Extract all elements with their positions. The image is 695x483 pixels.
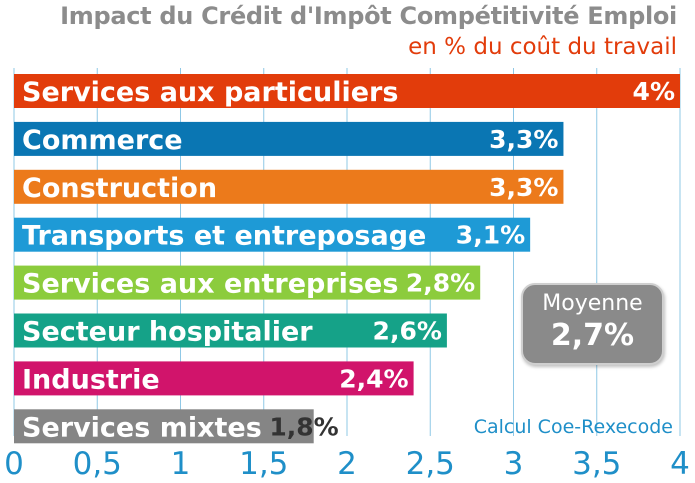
bar (14, 313, 447, 348)
bar-value-label: 1,8% (269, 412, 338, 441)
bar (14, 169, 564, 204)
bar (14, 74, 680, 108)
bar-category-label: Services aux particuliers (22, 77, 398, 108)
bar-value-label: 2,4% (339, 364, 408, 393)
bar-category-label: Industrie (22, 364, 160, 395)
bar-value-label: 4% (633, 77, 675, 106)
x-tick-label: 2 (337, 446, 357, 482)
bar-value-label: 3,1% (456, 221, 525, 250)
bar-category-label: Commerce (22, 125, 183, 156)
bar (14, 361, 414, 396)
x-tick-label: 3 (504, 446, 524, 482)
bar-category-label: Transports et entreposage (22, 221, 426, 252)
bar-category-label: Services mixtes (22, 412, 262, 443)
x-tick-label: 3,5 (572, 446, 621, 482)
bar-value-label: 2,6% (373, 317, 442, 346)
x-tick-label: 0,5 (73, 446, 122, 482)
x-tick-label: 2,5 (406, 446, 455, 482)
bar-category-label: Secteur hospitalier (22, 317, 313, 348)
bars: Services aux particuliers 4% Commerce 3,3% C… (14, 74, 680, 444)
average-value: 2,7% (550, 318, 635, 353)
bar-category-label: Services aux entreprises (22, 269, 398, 300)
x-tick-label: 4 (670, 446, 690, 482)
bar (14, 409, 314, 444)
bar (14, 265, 481, 300)
x-tick-label: 1 (171, 446, 191, 482)
source-credit: Calcul Coe-Rexecode (473, 416, 673, 438)
x-axis-ticks: 0 0,5 1 1,5 2 2,5 3 3,5 4 (4, 446, 690, 482)
bar-value-label: 3,3% (489, 125, 558, 154)
bar (14, 121, 564, 156)
x-tick-label: 1,5 (239, 446, 288, 482)
average-box: Moyenne 2,7% (521, 283, 664, 365)
bar (14, 217, 531, 252)
bar-value-label: 3,3% (489, 173, 558, 202)
chart-subtitle: en % du coût du travail (408, 34, 677, 60)
average-label: Moyenne (542, 291, 643, 316)
x-tick-label: 0 (4, 446, 24, 482)
chart-title: Impact du Crédit d'Impôt Compétitivité E… (60, 2, 677, 30)
bar-category-label: Construction (22, 173, 217, 204)
bar-value-label: 2,8% (406, 269, 475, 298)
